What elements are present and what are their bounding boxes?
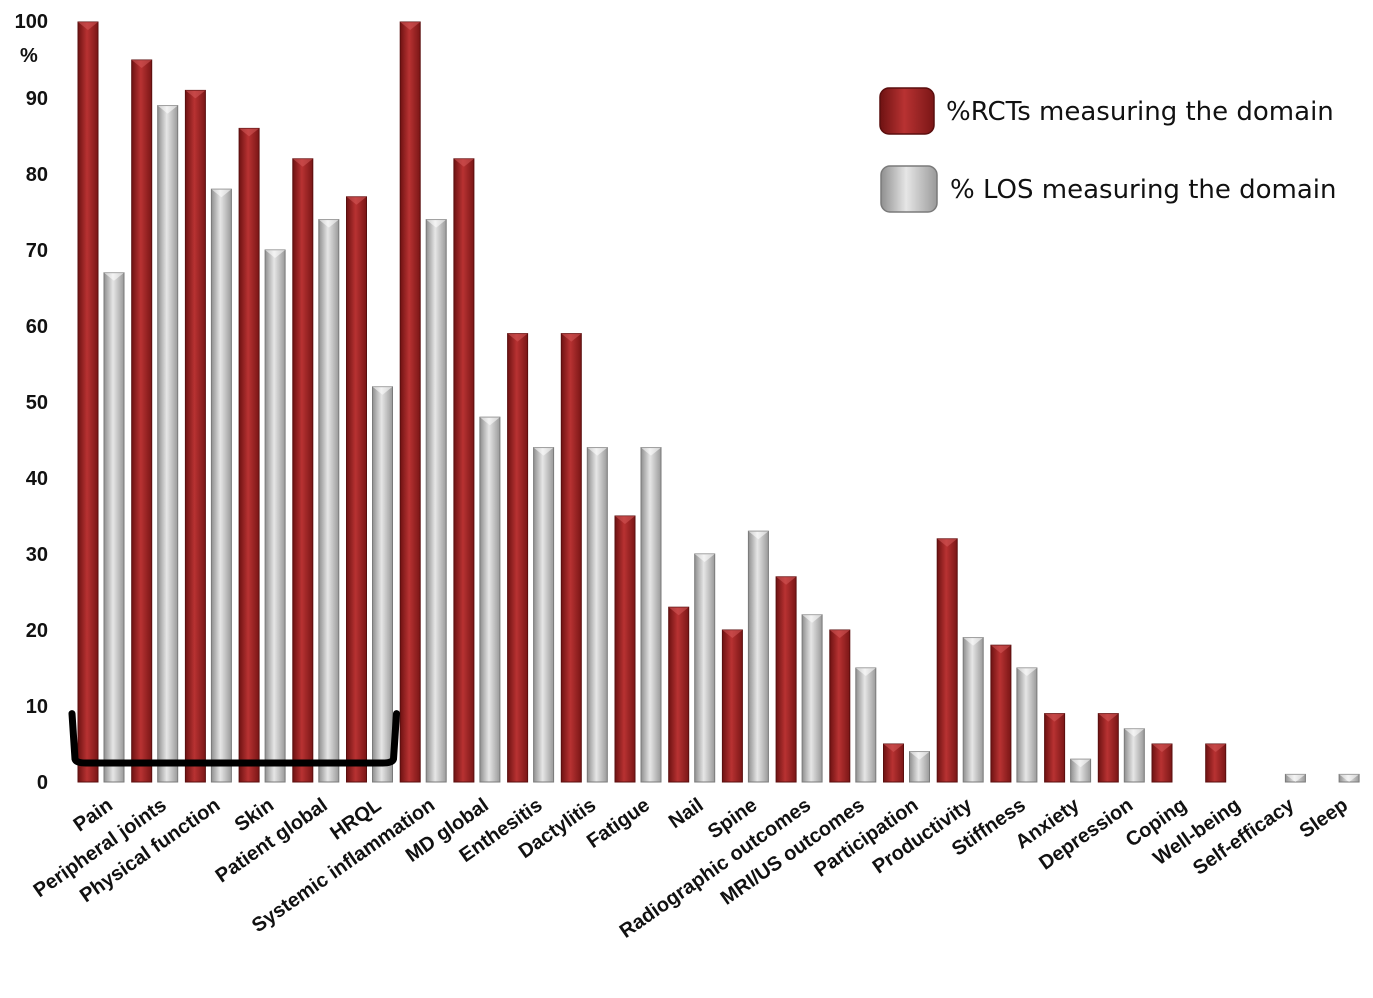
- bar-los: [264, 249, 286, 783]
- x-category-label: Nail: [665, 794, 708, 833]
- x-category-label: Sleep: [1296, 794, 1352, 843]
- legend-item-rct: %RCTs measuring the domain: [879, 87, 1334, 135]
- bar-los: [479, 416, 501, 783]
- bar-rct: [1097, 713, 1119, 783]
- legend-swatch-los: [880, 165, 938, 213]
- y-tick-label: 40: [26, 468, 48, 490]
- bar-rct: [77, 21, 99, 783]
- bar-los: [103, 272, 125, 783]
- bar-los: [533, 447, 555, 783]
- bar-los: [210, 188, 232, 783]
- bar-rct: [1151, 743, 1173, 783]
- bar-los: [1338, 773, 1360, 783]
- bar-rct: [829, 629, 851, 783]
- bar-rct: [668, 606, 690, 783]
- y-tick-label: 30: [26, 544, 48, 566]
- y-tick-label: 10: [26, 696, 48, 718]
- bar-los: [909, 751, 930, 783]
- bar-rct: [346, 196, 367, 783]
- bar-los: [318, 219, 340, 783]
- bracket-marker: [68, 710, 400, 767]
- bar-los: [372, 386, 393, 783]
- bar-rct: [721, 629, 743, 783]
- legend-item-los: % LOS measuring the domain: [880, 165, 1337, 213]
- bar-rct: [883, 743, 904, 783]
- bar-rct: [614, 515, 636, 783]
- bar-rct: [131, 59, 153, 783]
- legend-label-los: % LOS measuring the domain: [950, 175, 1337, 205]
- legend: %RCTs measuring the domain % LOS measuri…: [879, 87, 1337, 213]
- bar-rct: [238, 127, 260, 783]
- bar-rct: [184, 89, 206, 783]
- bar-rct: [1044, 713, 1066, 783]
- bar-rct: [507, 333, 529, 783]
- y-tick-label: 90: [26, 88, 48, 110]
- bar-rct: [399, 21, 421, 783]
- bar-los: [1016, 667, 1038, 783]
- y-tick-label: 70: [26, 240, 48, 262]
- bar-rct: [775, 576, 797, 783]
- y-tick-label: 80: [26, 164, 48, 186]
- bar-los: [157, 105, 179, 783]
- legend-label-rct: %RCTs measuring the domain: [946, 97, 1334, 127]
- bar-los: [801, 614, 823, 783]
- bar-los: [747, 530, 769, 783]
- y-tick-label: 60: [26, 316, 48, 338]
- bar-rct: [936, 538, 958, 783]
- bar-rct: [1205, 743, 1227, 783]
- y-tick-label: 20: [26, 620, 48, 642]
- bar-los: [1123, 728, 1145, 783]
- y-tick-label: 0: [37, 772, 48, 794]
- bar-los: [962, 637, 984, 783]
- y-tick-label: 100: [15, 11, 48, 33]
- bar-rct: [453, 158, 475, 783]
- bar-los: [425, 219, 447, 783]
- y-unit-label: %: [20, 45, 38, 67]
- bar-los: [586, 447, 608, 783]
- y-axis: 0 10 20 30 40 50 60 70 80 90 100%: [15, 11, 48, 794]
- bar-los: [640, 447, 662, 783]
- bar-rct: [292, 158, 314, 783]
- legend-swatch-rct: [879, 87, 935, 135]
- bar-los: [694, 553, 716, 783]
- bar-los: [855, 667, 877, 783]
- bar-los: [1284, 773, 1306, 783]
- bar-los: [1070, 758, 1092, 783]
- y-tick-label: 50: [26, 392, 48, 414]
- bar-rct: [560, 333, 582, 783]
- bar-rct: [990, 644, 1012, 783]
- bars-group: [77, 21, 1360, 783]
